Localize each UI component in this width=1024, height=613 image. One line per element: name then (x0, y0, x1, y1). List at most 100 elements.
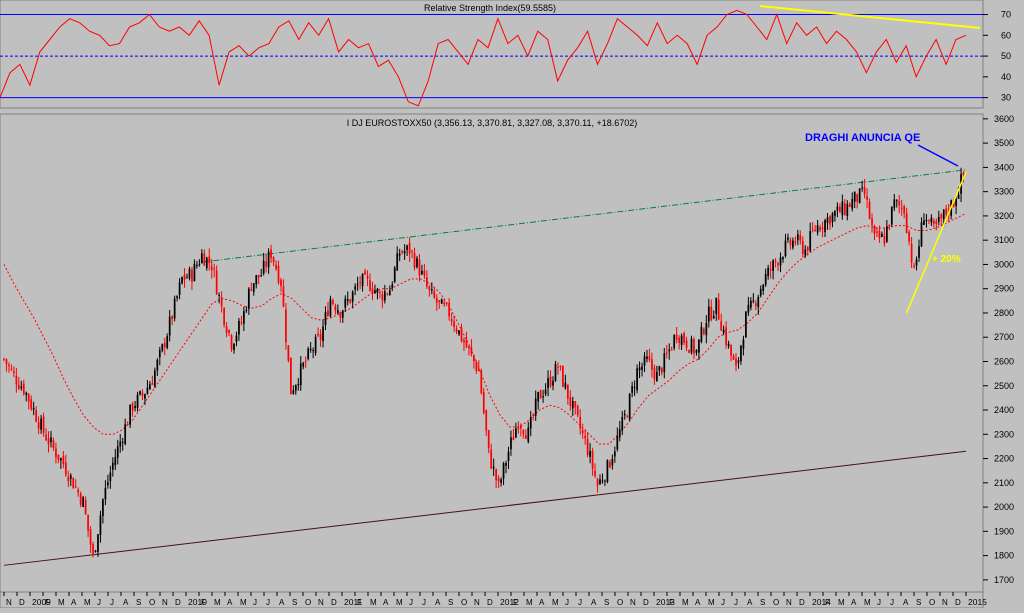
candle-body (638, 367, 641, 371)
candle-body (379, 292, 381, 294)
candle-body (359, 282, 361, 284)
x-month-label: D (331, 598, 337, 607)
candle-body (940, 214, 943, 218)
candle-body (885, 226, 888, 242)
candle-body (435, 298, 438, 303)
candle-body (722, 329, 725, 333)
candle-body (196, 265, 198, 267)
price-tick-label: 2700 (994, 332, 1014, 342)
candle-body (109, 472, 112, 482)
candle-body (107, 482, 109, 486)
candle-body (571, 400, 574, 409)
candle-body (408, 242, 411, 254)
candle-body (312, 350, 314, 352)
candle-body (475, 362, 478, 372)
price-tick-label: 2100 (994, 478, 1014, 488)
candle-body (574, 401, 577, 408)
candle-body (826, 217, 829, 223)
x-month-label: J (97, 598, 101, 607)
candle-body (648, 356, 651, 361)
candle-body (208, 256, 211, 264)
price-title: I DJ EUROSTOXX50 (3,356.13, 3,370.81, 3,… (347, 118, 638, 128)
candle-body (374, 290, 376, 294)
candle-body (455, 328, 458, 333)
candle-body (782, 257, 784, 260)
candle-body (769, 268, 772, 271)
x-month-label: M (214, 598, 221, 607)
candle-body (942, 209, 945, 220)
candle-body (665, 352, 668, 355)
x-month-label: J (253, 598, 257, 607)
candle-body (250, 289, 253, 291)
x-month-label: O (773, 598, 779, 607)
candle-body (458, 330, 460, 335)
candle-body (52, 440, 55, 448)
x-month-label: S (292, 598, 297, 607)
price-tick-label: 3300 (994, 187, 1014, 197)
candle-body (87, 514, 89, 531)
candle-body (319, 334, 322, 340)
candle-body (564, 382, 567, 389)
candle-body (685, 340, 688, 348)
candle-body (480, 370, 483, 394)
candle-body (200, 253, 203, 263)
candle-body (15, 375, 18, 385)
candle-body (116, 446, 119, 458)
candle-body (349, 299, 352, 303)
x-month-label: J (578, 598, 582, 607)
candle-body (356, 284, 359, 286)
candle-body (102, 499, 104, 516)
candle-body (77, 489, 80, 493)
candle-body (376, 288, 379, 293)
candle-body (742, 339, 745, 349)
candle-body (668, 349, 671, 352)
x-month-label: J (110, 598, 114, 607)
x-month-label: M (682, 598, 689, 607)
candle-body (787, 237, 789, 240)
candle-body (487, 430, 490, 449)
x-month-label: A (279, 598, 285, 607)
candle-body (720, 321, 723, 331)
candle-body (332, 300, 334, 304)
candle-body (888, 224, 891, 227)
candle-body (3, 358, 5, 360)
candle-body (762, 284, 765, 291)
candle-body (188, 268, 191, 279)
x-month-label: F (513, 598, 518, 607)
candle-body (754, 303, 757, 306)
candle-body (581, 430, 584, 434)
candle-body (210, 266, 213, 271)
candle-body (178, 282, 181, 295)
candle-body (846, 203, 849, 217)
x-month-label: N (6, 598, 12, 607)
x-month-label: O (929, 598, 935, 607)
candle-body (524, 435, 527, 439)
x-month-label: M (864, 598, 871, 607)
candle-body (633, 387, 636, 389)
candle-body (82, 497, 85, 507)
x-month-label: A (747, 598, 753, 607)
candle-body (181, 277, 183, 284)
x-month-label: A (435, 598, 441, 607)
candle-body (507, 451, 510, 462)
candle-body (895, 200, 898, 202)
x-month-label: O (461, 598, 467, 607)
candle-body (292, 390, 295, 394)
candle-body (725, 327, 727, 345)
candle-body (856, 194, 859, 202)
candle-body (532, 414, 535, 416)
candle-body (829, 216, 831, 225)
candle-body (482, 392, 485, 413)
candle-body (213, 268, 216, 270)
x-month-label: M (838, 598, 845, 607)
candle-body (421, 270, 423, 274)
rsi-tick-label: 40 (1001, 72, 1011, 82)
candle-body (757, 296, 760, 308)
candle-body (930, 217, 933, 223)
x-month-label: M (708, 598, 715, 607)
candle-body (344, 298, 347, 308)
candle-body (962, 172, 965, 175)
candle-body (690, 338, 693, 353)
candle-body (413, 252, 416, 268)
